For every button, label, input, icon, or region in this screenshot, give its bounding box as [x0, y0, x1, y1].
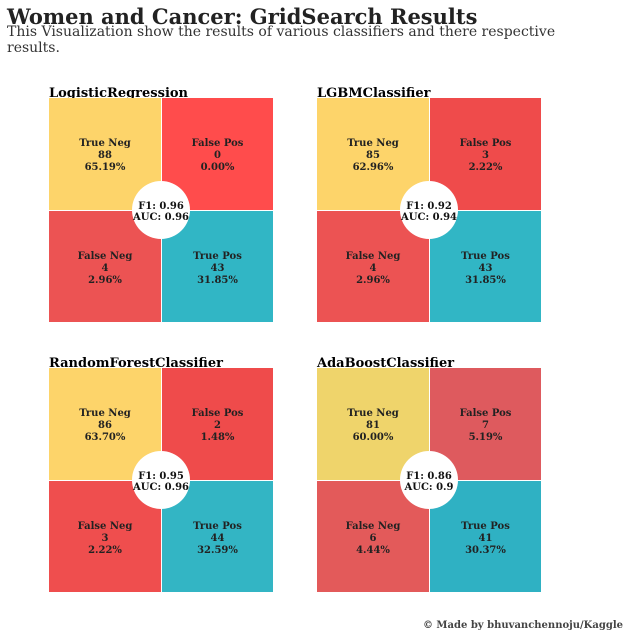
cell-label: False Neg [346, 251, 401, 262]
cell-count: 3 [102, 533, 109, 544]
auc-score-label: AUC: 0.9 [403, 482, 453, 493]
page-subtitle: This Visualization show the results of v… [7, 24, 556, 56]
cell-count: 3 [482, 150, 489, 161]
cell-count: 0 [214, 150, 221, 161]
cell-percent: 4.44% [356, 545, 390, 556]
cell-count: 44 [211, 533, 225, 544]
cell-label: True Pos [193, 521, 242, 532]
panel-title: RandomForestClassifier [49, 356, 223, 371]
cell-label: True Neg [347, 408, 399, 419]
cell-percent: 2.96% [88, 275, 122, 286]
cell-percent: 60.00% [353, 432, 394, 443]
cell-percent: 62.96% [353, 162, 394, 173]
cell-count: 43 [211, 263, 225, 274]
cell-percent: 2.22% [88, 545, 122, 556]
cell-count: 41 [479, 533, 493, 544]
cell-count: 85 [366, 150, 380, 161]
cell-label: True Pos [193, 251, 242, 262]
cell-percent: 5.19% [469, 432, 503, 443]
cell-count: 88 [98, 150, 112, 161]
cell-percent: 1.48% [201, 432, 235, 443]
cell-percent: 2.22% [469, 162, 503, 173]
cell-count: 4 [370, 263, 377, 274]
metrics-center-circle [400, 451, 458, 509]
panel-title: LogisticRegression [49, 86, 189, 101]
cell-count: 7 [482, 420, 489, 431]
cell-label: False Pos [192, 408, 244, 419]
cell-label: False Neg [346, 521, 401, 532]
cell-count: 43 [479, 263, 493, 274]
cell-percent: 32.59% [197, 545, 238, 556]
panel-title: AdaBoostClassifier [316, 356, 454, 371]
cell-percent: 31.85% [197, 275, 238, 286]
cell-percent: 63.70% [85, 432, 126, 443]
cell-percent: 0.00% [201, 162, 235, 173]
metrics-center-circle [132, 451, 190, 509]
credit-footer: © Made by bhuvanchennoju/Kaggle [422, 620, 623, 631]
auc-score-label: AUC: 0.94 [400, 212, 457, 223]
cell-label: False Neg [78, 521, 133, 532]
cell-label: False Neg [78, 251, 133, 262]
auc-score-label: AUC: 0.96 [132, 482, 189, 493]
cell-label: True Neg [79, 408, 131, 419]
cell-percent: 65.19% [85, 162, 126, 173]
page-title: Women and Cancer: GridSearch Results [7, 4, 478, 29]
f1-score-label: F1: 0.96 [138, 201, 184, 212]
f1-score-label: F1: 0.92 [406, 201, 452, 212]
cell-count: 81 [366, 420, 380, 431]
cell-label: True Neg [347, 138, 399, 149]
cell-label: True Pos [461, 251, 510, 262]
cell-count: 6 [370, 533, 377, 544]
f1-score-label: F1: 0.95 [138, 471, 184, 482]
auc-score-label: AUC: 0.96 [132, 212, 189, 223]
cell-label: False Pos [192, 138, 244, 149]
cell-label: False Pos [460, 408, 512, 419]
cell-count: 4 [102, 263, 109, 274]
f1-score-label: F1: 0.86 [406, 471, 452, 482]
cell-count: 2 [214, 420, 221, 431]
cell-percent: 31.85% [465, 275, 506, 286]
cell-count: 86 [98, 420, 112, 431]
cell-percent: 2.96% [356, 275, 390, 286]
cell-label: True Pos [461, 521, 510, 532]
cell-percent: 30.37% [465, 545, 506, 556]
metrics-center-circle [400, 181, 458, 239]
cell-label: True Neg [79, 138, 131, 149]
cell-label: False Pos [460, 138, 512, 149]
metrics-center-circle [132, 181, 190, 239]
panel-title: LGBMClassifier [317, 86, 431, 101]
